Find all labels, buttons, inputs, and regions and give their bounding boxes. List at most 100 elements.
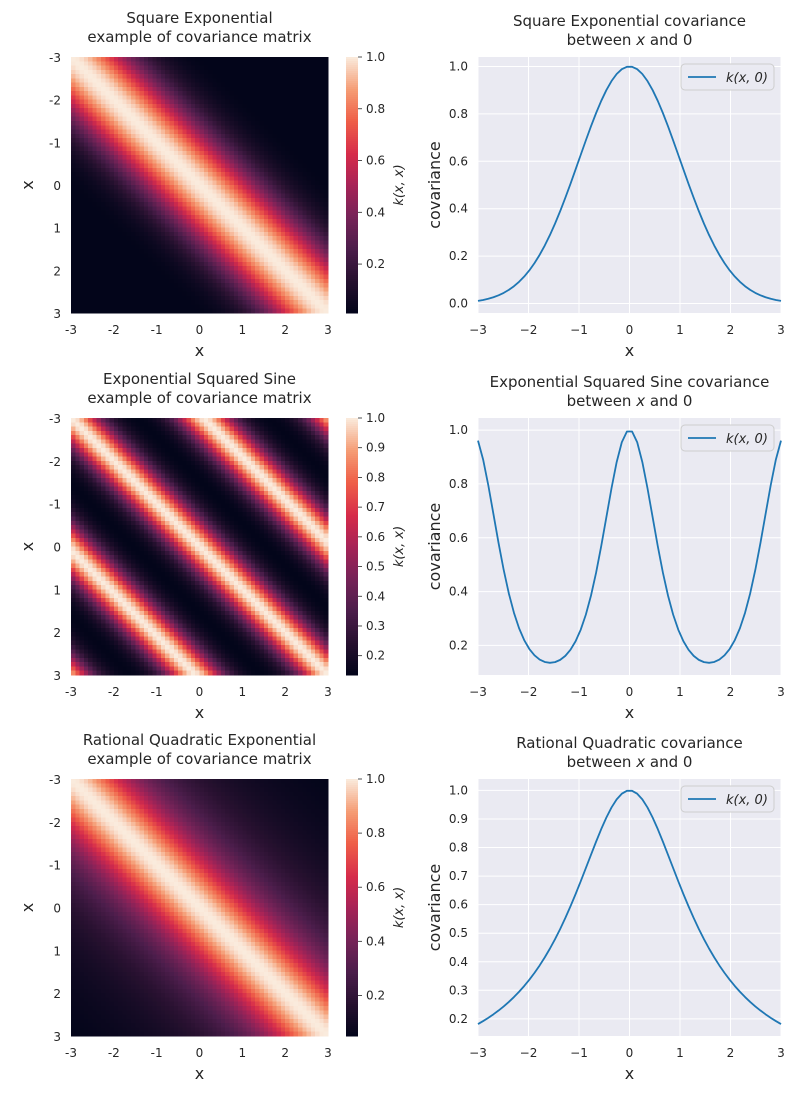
- heatmap-cell: [250, 185, 256, 190]
- heatmap-cell: [75, 82, 80, 88]
- heatmap-cell: [238, 155, 243, 160]
- heatmap-cell: [216, 112, 222, 118]
- heatmap-cell: [92, 133, 98, 139]
- heatmap-cell: [310, 167, 316, 173]
- heatmap-cell: [199, 308, 205, 314]
- heatmap-cell: [122, 125, 128, 130]
- heatmap-cell: [203, 159, 209, 165]
- heatmap-cell: [105, 142, 110, 147]
- heatmap-cell: [126, 214, 132, 220]
- heatmap-cell: [169, 172, 175, 177]
- heatmap-cell: [220, 295, 226, 301]
- heatmap-cell: [225, 227, 230, 233]
- heatmap-cell: [126, 274, 132, 280]
- heatmap-cell: [130, 61, 136, 66]
- heatmap-cell: [130, 91, 136, 96]
- heatmap-cell: [105, 426, 110, 432]
- heatmap-cell: [323, 473, 329, 479]
- heatmap-cell: [216, 456, 222, 462]
- heatmap-cell: [306, 469, 312, 475]
- heatmap-cell: [143, 159, 149, 165]
- heatmap-cell: [130, 206, 136, 211]
- heatmap-cell: [173, 69, 179, 75]
- heatmap-cell: [182, 261, 187, 267]
- heatmap-cell: [100, 133, 106, 139]
- heatmap-cell: [71, 82, 76, 88]
- heatmap-cell: [280, 202, 286, 207]
- heatmap-cell: [203, 295, 209, 301]
- heatmap-cell: [135, 435, 140, 440]
- heatmap-cell: [208, 112, 213, 118]
- heatmap-cell: [152, 249, 158, 254]
- heatmap-cell: [126, 253, 132, 258]
- heatmap-cell: [220, 155, 226, 160]
- heatmap-cell: [186, 155, 192, 160]
- heatmap-cell: [79, 74, 85, 79]
- heatmap-cell: [212, 206, 217, 211]
- colorbar-tick-label: 0.6: [366, 154, 385, 168]
- heatmap-cell: [310, 418, 316, 423]
- heatmap-cell: [220, 112, 226, 118]
- heatmap-cell: [143, 482, 149, 487]
- colorbar-step: [346, 235, 358, 238]
- heatmap-cell: [139, 283, 145, 288]
- heatmap-cell: [135, 163, 140, 169]
- heatmap-cell: [263, 244, 269, 250]
- heatmap-cell: [216, 439, 222, 445]
- heatmap-cell: [246, 426, 252, 432]
- heatmap-cell: [272, 99, 277, 105]
- heatmap-cell: [259, 422, 265, 427]
- heatmap-cell: [169, 159, 175, 165]
- heatmap-cell: [259, 214, 265, 220]
- heatmap-cell: [268, 274, 273, 280]
- heatmap-cell: [109, 422, 115, 427]
- heatmap-cell: [246, 499, 252, 505]
- heatmap-cell: [242, 142, 247, 147]
- heatmap-cell: [203, 430, 209, 436]
- heatmap-cell: [310, 112, 316, 118]
- heatmap-cell: [178, 447, 183, 453]
- heatmap-cell: [238, 469, 243, 475]
- heatmap-cell: [126, 283, 132, 288]
- heatmap-cell: [109, 231, 115, 237]
- heatmap-cell: [148, 422, 153, 427]
- heatmap-cell: [225, 103, 230, 109]
- heatmap-cell: [83, 155, 89, 160]
- heatmap-cell: [96, 99, 102, 105]
- heatmap-cell: [272, 244, 277, 250]
- heatmap-cell: [71, 197, 76, 203]
- heatmap-cell: [178, 486, 183, 492]
- heatmap-cell: [229, 155, 235, 160]
- heatmap-cell: [250, 249, 256, 254]
- colorbar-step: [346, 287, 358, 290]
- heatmap-cell: [263, 430, 269, 436]
- heatmap-cell: [238, 91, 243, 96]
- heatmap-cell: [75, 486, 80, 492]
- heatmap-cell: [92, 78, 98, 83]
- heatmap-cell: [182, 490, 187, 496]
- heatmap-cell: [118, 193, 123, 199]
- heatmap-cell: [169, 447, 175, 453]
- heatmap-cell: [289, 61, 295, 66]
- heatmap-cell: [122, 236, 128, 241]
- heatmap-cell: [71, 189, 76, 194]
- heatmap-cell: [293, 69, 299, 75]
- heatmap-cell: [71, 240, 76, 246]
- heatmap-cell: [280, 465, 286, 470]
- colorbar-step: [346, 211, 358, 214]
- heatmap-cell: [126, 142, 132, 147]
- heatmap-cell: [242, 223, 247, 229]
- heatmap-cell: [118, 176, 123, 182]
- heatmap-cell: [100, 172, 106, 177]
- heatmap-cell: [139, 91, 145, 96]
- heatmap-cell: [268, 202, 273, 207]
- heatmap-cell: [225, 266, 230, 271]
- heatmap-cell: [83, 227, 89, 233]
- heatmap-cell: [152, 460, 158, 466]
- heatmap-cell: [250, 125, 256, 130]
- heatmap-cell: [293, 435, 299, 440]
- heatmap-cell: [216, 99, 222, 105]
- heatmap-cell: [229, 304, 235, 310]
- heatmap-cell: [186, 249, 192, 254]
- heatmap-cell: [285, 270, 290, 275]
